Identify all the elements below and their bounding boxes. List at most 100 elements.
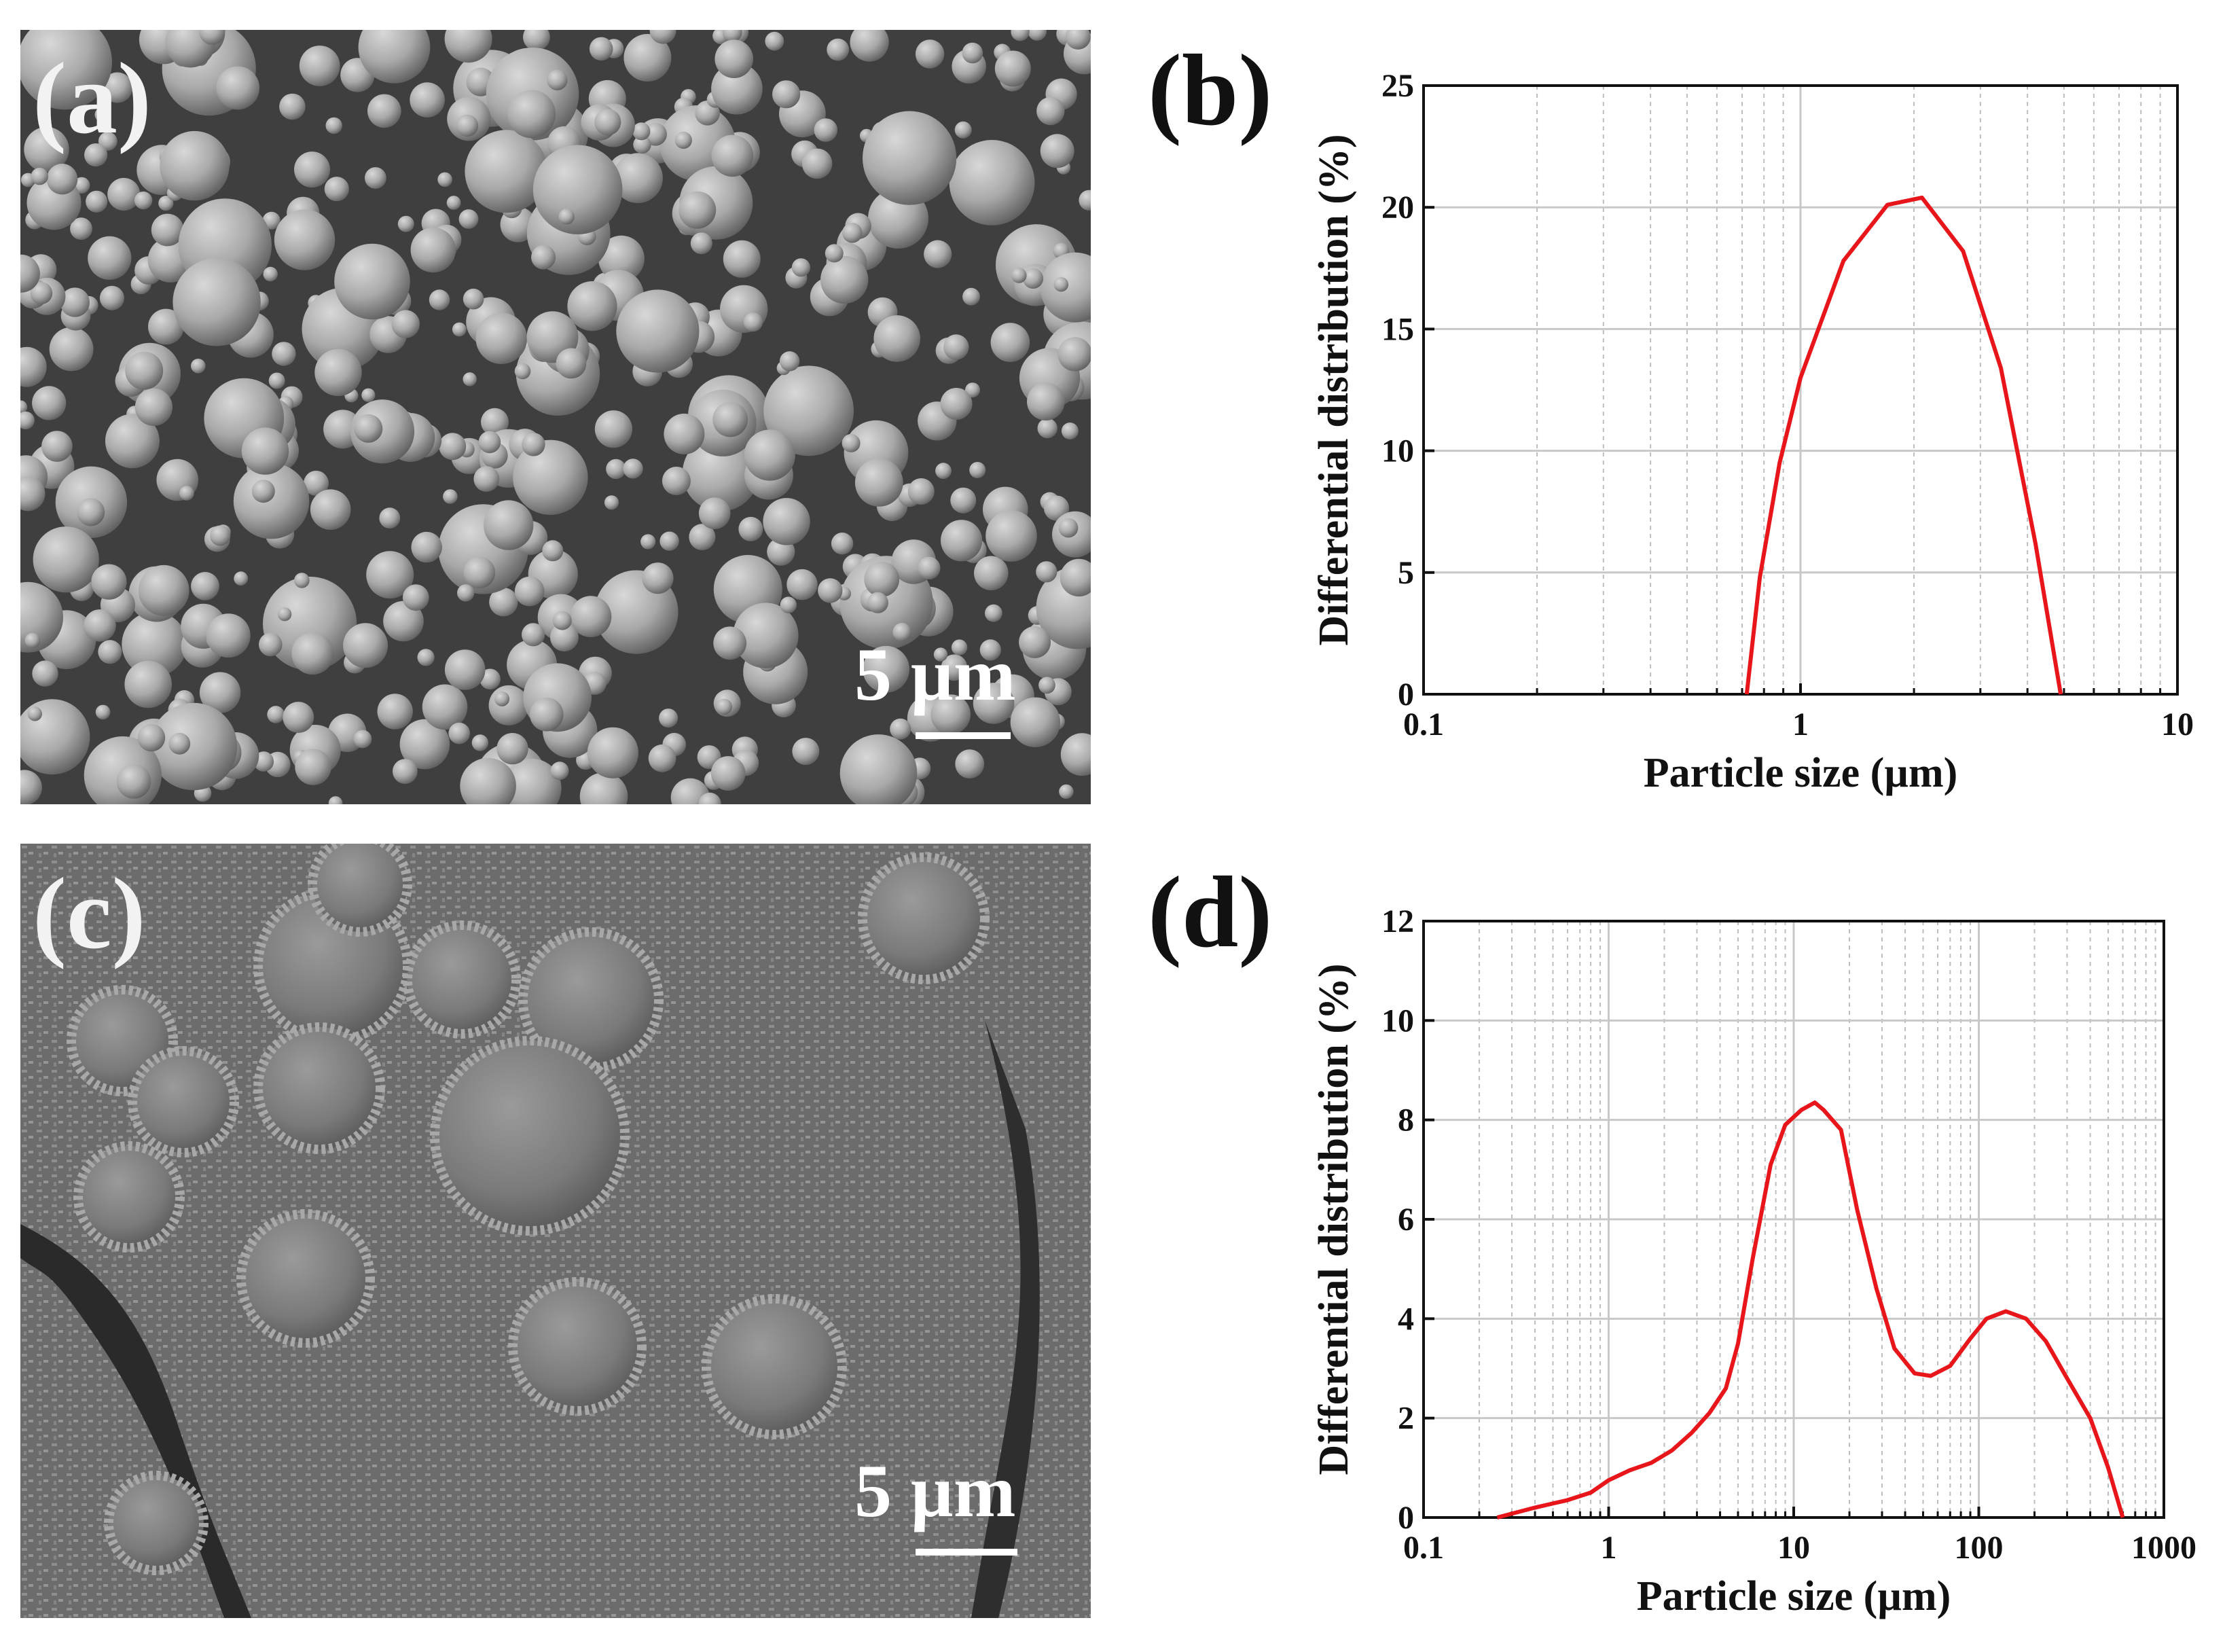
particle <box>46 164 78 195</box>
particle <box>137 723 166 752</box>
particle <box>1010 697 1061 747</box>
particle <box>410 82 445 118</box>
particle <box>682 435 759 511</box>
particle <box>689 524 716 551</box>
particle <box>839 734 918 804</box>
particle <box>361 388 376 402</box>
particle <box>522 623 545 647</box>
particle <box>567 281 617 331</box>
particle <box>763 365 854 456</box>
particle <box>343 623 388 668</box>
sem-image-c-texture <box>20 844 1091 1618</box>
particle <box>291 632 334 675</box>
particle <box>779 351 800 372</box>
particle <box>949 140 1035 226</box>
x-tick-label: 1 <box>1792 706 1809 742</box>
particle <box>514 576 545 607</box>
particle <box>98 640 122 664</box>
particle <box>295 749 331 785</box>
particle <box>854 459 903 507</box>
particle <box>30 282 53 304</box>
particle <box>149 702 238 791</box>
particle <box>84 143 108 167</box>
particle <box>990 323 1030 362</box>
particle <box>334 243 410 320</box>
particle <box>1011 30 1030 41</box>
particle <box>33 526 99 593</box>
particle <box>267 706 285 723</box>
particle <box>1040 134 1074 168</box>
particle <box>206 613 251 658</box>
y-axis-title: Differential distribution (%) <box>1311 134 1357 645</box>
y-tick-label: 8 <box>1398 1102 1414 1138</box>
particle <box>962 42 983 64</box>
particle <box>128 1046 239 1157</box>
particle <box>417 649 435 666</box>
particle <box>930 694 971 734</box>
particle <box>24 126 69 173</box>
particle <box>241 427 289 475</box>
particle <box>1044 495 1070 521</box>
particle <box>858 852 990 984</box>
particle <box>710 756 746 791</box>
particle <box>444 30 492 63</box>
particle <box>439 433 467 461</box>
particle <box>933 647 948 662</box>
particle <box>324 177 349 202</box>
particle <box>814 118 838 142</box>
particle <box>962 287 980 306</box>
particle <box>863 111 957 205</box>
particle <box>448 722 470 744</box>
particle <box>941 654 968 681</box>
particle <box>965 382 980 398</box>
particle <box>632 122 651 141</box>
particle <box>873 315 920 362</box>
particle <box>383 600 424 642</box>
x-axis-title: Particle size (µm) <box>1637 1573 1951 1619</box>
particle <box>328 796 343 804</box>
particle <box>985 604 1002 622</box>
particle <box>463 288 484 310</box>
particle <box>943 334 969 360</box>
particle <box>314 348 362 397</box>
particle <box>77 498 105 526</box>
sem-image-c <box>20 844 1091 1618</box>
particle <box>489 588 518 617</box>
particle <box>480 668 501 690</box>
sem-image-a-texture <box>20 30 1091 804</box>
particle <box>32 660 58 687</box>
particle <box>86 190 108 213</box>
particle <box>716 698 733 715</box>
particle <box>191 359 206 374</box>
particle <box>325 117 342 134</box>
particle <box>168 732 191 755</box>
particle <box>20 400 28 414</box>
particle <box>1057 337 1091 372</box>
y-tick-label: 2 <box>1398 1401 1414 1437</box>
particle <box>507 90 556 139</box>
y-tick-label: 6 <box>1398 1202 1414 1238</box>
particle <box>1011 268 1027 283</box>
particle <box>294 151 330 188</box>
particle <box>70 217 92 240</box>
particle <box>890 718 911 740</box>
particle <box>791 258 810 277</box>
particle <box>613 153 663 203</box>
particle <box>508 1277 647 1416</box>
particle <box>918 556 941 579</box>
y-tick-label: 15 <box>1381 311 1414 347</box>
particle <box>158 196 174 211</box>
y-tick-label: 4 <box>1398 1301 1414 1337</box>
particle <box>88 236 132 280</box>
x-tick-label: 10 <box>1777 1530 1810 1566</box>
particle <box>299 46 340 86</box>
panel-label-c: (c) <box>33 857 146 970</box>
particle <box>494 691 510 706</box>
particle <box>20 411 35 430</box>
particle <box>532 145 623 234</box>
particle <box>134 191 153 210</box>
particle <box>283 702 314 733</box>
particle <box>713 626 747 660</box>
x-axis-title: Particle size (µm) <box>1644 750 1958 796</box>
